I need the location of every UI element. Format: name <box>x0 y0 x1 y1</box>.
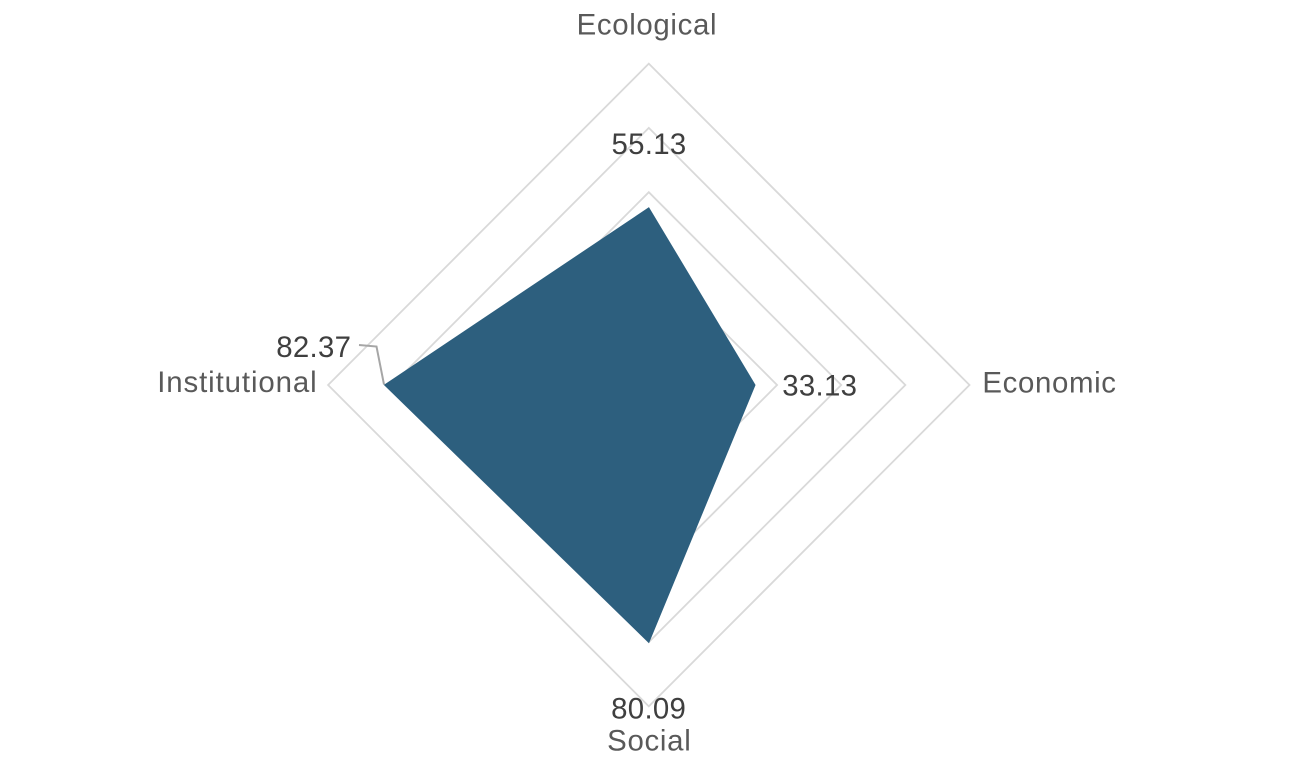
svg-text:80.09: 80.09 <box>611 693 686 726</box>
svg-text:Economic: Economic <box>982 366 1116 399</box>
svg-text:Institutional: Institutional <box>157 366 317 399</box>
svg-text:55.13: 55.13 <box>611 128 686 161</box>
svg-text:82.37: 82.37 <box>276 331 351 364</box>
svg-text:Social: Social <box>607 724 691 757</box>
svg-text:Ecological: Ecological <box>577 9 717 42</box>
svg-text:33.13: 33.13 <box>782 370 857 403</box>
